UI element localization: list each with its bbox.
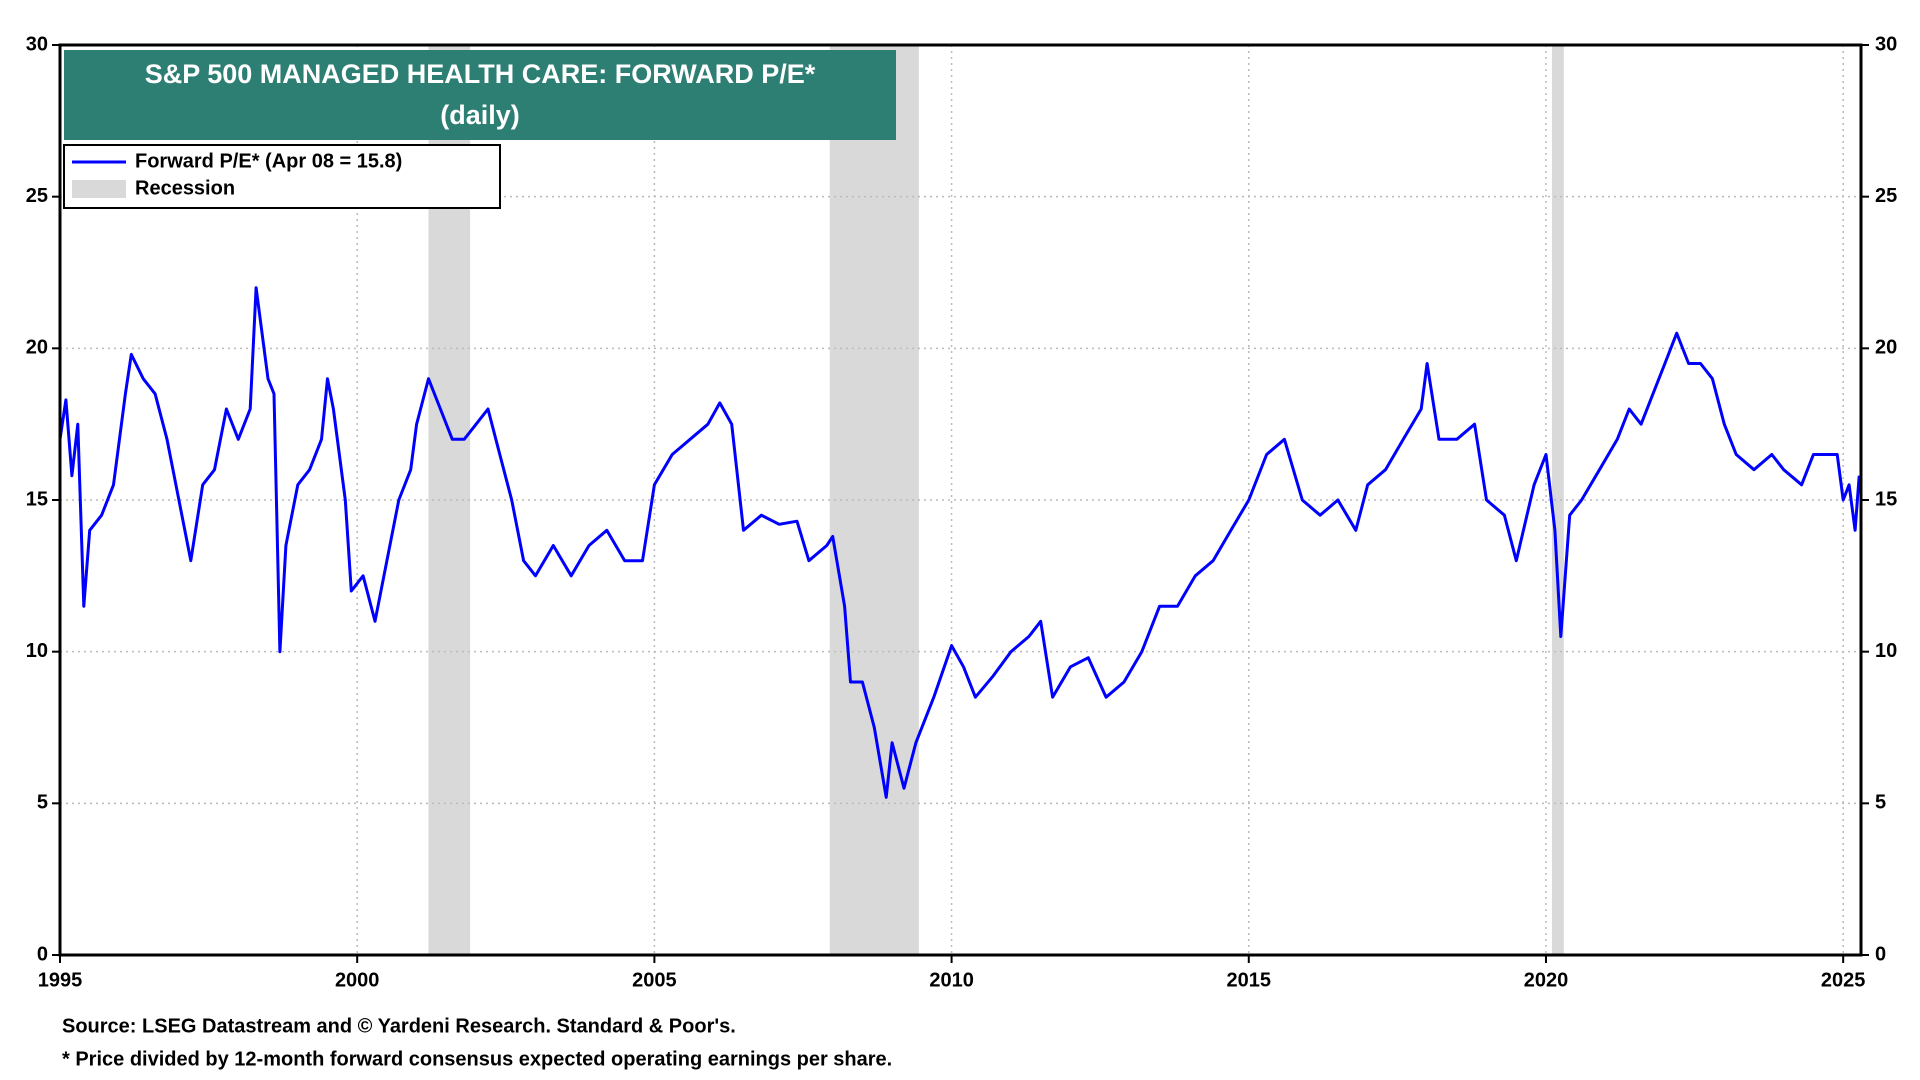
y2-tick-label: 10: [1875, 640, 1897, 662]
plot-frame: [58, 43, 1863, 957]
legend-swatch: [72, 180, 126, 198]
x-tick-label: 2010: [929, 969, 974, 991]
y-tick-label: 30: [26, 33, 48, 55]
y-tick-label: 20: [26, 337, 48, 359]
y2-tick-label: 15: [1875, 488, 1897, 510]
y-tick-label: 0: [37, 943, 48, 965]
y-tick-label: 10: [26, 640, 48, 662]
y2-tick-label: 5: [1875, 792, 1886, 814]
legend-label: Recession: [135, 177, 235, 199]
y2-tick-label: 0: [1875, 943, 1886, 965]
chart-subtitle: (daily): [440, 100, 520, 130]
y2-tick-label: 30: [1875, 33, 1897, 55]
y-tick-label: 5: [37, 792, 48, 814]
x-tick-label: 2025: [1821, 969, 1866, 991]
y-tick-label: 25: [26, 185, 48, 207]
chart-title: S&P 500 MANAGED HEALTH CARE: FORWARD P/E…: [145, 59, 816, 89]
source-note: Source: LSEG Datastream and © Yardeni Re…: [62, 1015, 736, 1037]
recession-band: [1551, 45, 1564, 955]
title-box: [64, 50, 896, 140]
legend-label: Forward P/E* (Apr 08 = 15.8): [135, 150, 402, 172]
y2-tick-label: 20: [1875, 337, 1897, 359]
y2-tick-label: 25: [1875, 185, 1897, 207]
x-tick-label: 2020: [1524, 969, 1569, 991]
footnote: * Price divided by 12-month forward cons…: [62, 1048, 892, 1070]
data-line: [58, 286, 1861, 799]
x-tick-label: 1995: [38, 969, 83, 991]
x-tick-label: 2000: [335, 969, 380, 991]
x-tick-label: 2005: [632, 969, 677, 991]
x-tick-label: 2015: [1227, 969, 1272, 991]
recession-band: [829, 45, 919, 955]
legend-box: [63, 144, 501, 209]
y-tick-label: 15: [26, 488, 48, 510]
